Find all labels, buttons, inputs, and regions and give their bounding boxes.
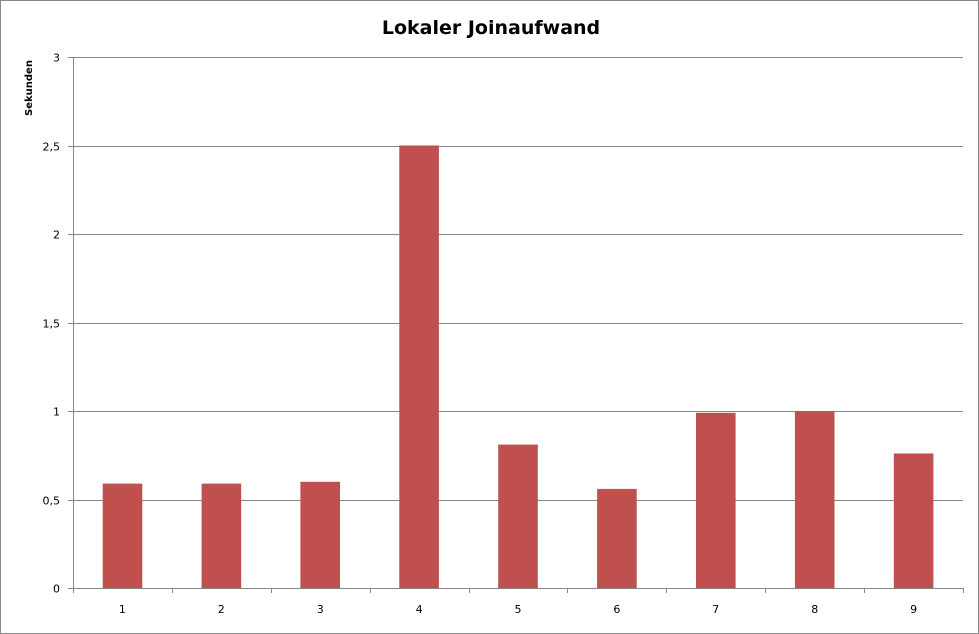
axes — [68, 57, 964, 593]
tick-labels: 0 0,5 1 1,5 2 2,5 3 1 2 3 4 5 6 7 8 9 — [43, 52, 918, 617]
y-tick-label: 2 — [53, 229, 60, 242]
y-tick-label: 0,5 — [43, 495, 61, 508]
y-tick-label: 3 — [53, 52, 60, 65]
x-tick-label: 1 — [119, 603, 126, 616]
x-tick-label: 6 — [613, 603, 620, 616]
bar — [102, 483, 143, 588]
x-tick-label: 2 — [218, 603, 225, 616]
x-tick-label: 5 — [515, 603, 522, 616]
y-tick-label: 0 — [53, 583, 60, 596]
x-tick-label: 8 — [811, 603, 818, 616]
x-tick-label: 3 — [317, 603, 324, 616]
y-axis-label: Sekunden — [24, 60, 35, 116]
bar — [300, 481, 340, 588]
x-tick-label: 9 — [910, 603, 917, 616]
bar — [498, 444, 538, 588]
chart-title: Lokaler Joinaufwand — [382, 17, 600, 39]
bar — [201, 483, 242, 588]
bar — [597, 488, 637, 588]
x-tick-label: 7 — [712, 603, 719, 616]
y-tick-label: 1 — [53, 406, 60, 419]
bar — [794, 411, 835, 588]
y-tick-label: 2,5 — [43, 141, 61, 154]
x-tick-label: 4 — [416, 603, 423, 616]
bar — [893, 453, 934, 588]
y-tick-label: 1,5 — [43, 318, 61, 331]
bar — [399, 145, 439, 588]
bars — [102, 145, 934, 588]
bar — [696, 412, 736, 588]
